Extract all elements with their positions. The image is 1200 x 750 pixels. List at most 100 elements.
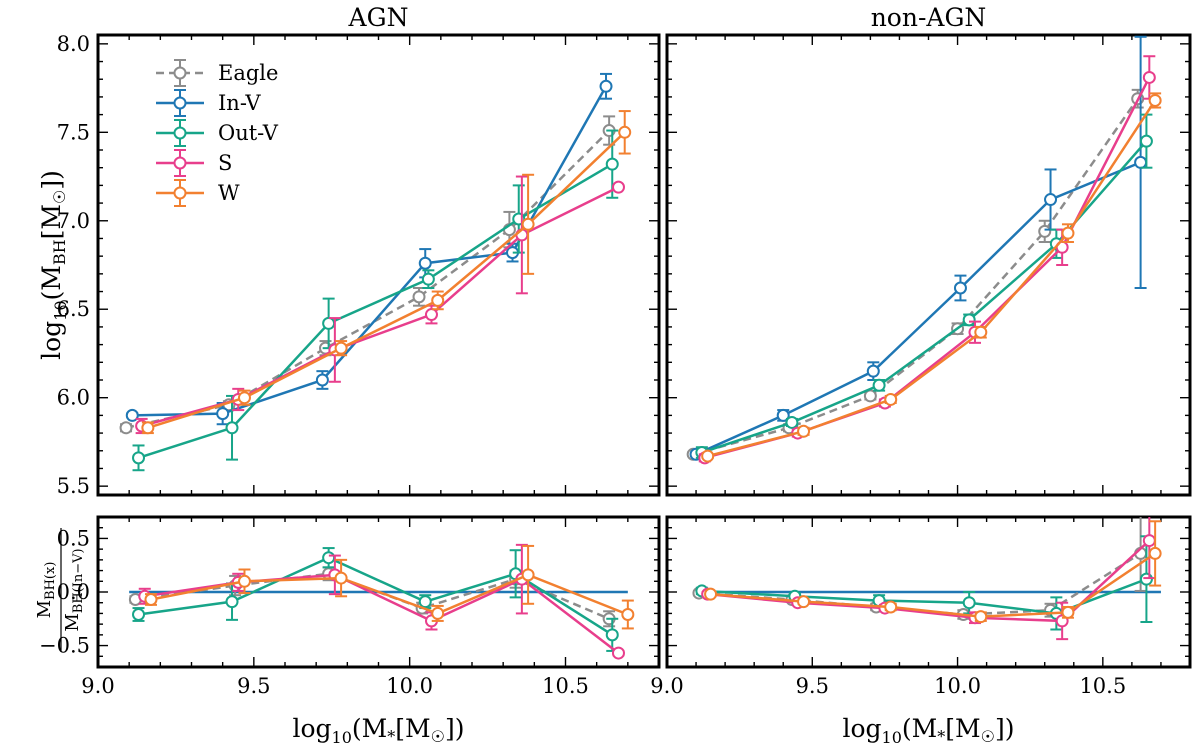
series-line [710, 552, 1156, 618]
data-point [704, 587, 718, 601]
series-line [147, 131, 626, 429]
x-tick-label: 10.5 [1079, 674, 1126, 698]
legend-item-w: W [156, 179, 240, 207]
data-point [418, 595, 432, 609]
series-s [701, 517, 1156, 641]
data-point [1038, 224, 1052, 238]
data-point [618, 125, 632, 139]
data-point [132, 451, 146, 465]
series-s [135, 175, 625, 435]
y-tick-label: 7.0 [57, 209, 90, 233]
data-point [141, 421, 155, 435]
legend-marker [173, 156, 187, 170]
series-out-v [132, 547, 619, 652]
data-point [797, 424, 811, 438]
panel-agn-ratio: 9.0 9.5 10.0 10.5 −0.5 0.0 0.5 MBH(x)MBH(In−V) l… [34, 515, 661, 747]
data-point [797, 595, 811, 609]
y-tick-label: 6.5 [57, 297, 90, 321]
series-in-v [689, 35, 1148, 461]
panel-nonagn-main: non-AGN [665, 3, 1192, 497]
axes-frame [665, 33, 1192, 497]
data-point [1142, 70, 1156, 84]
series-out-v [132, 129, 619, 472]
ratio-label-denominator: MBH(In−V) [62, 548, 86, 631]
series-line [695, 161, 1142, 456]
x-axis-label: log10(M*[M☉]) [842, 714, 1014, 747]
data-point [974, 610, 988, 624]
y-tick-label: 0.0 [57, 580, 90, 604]
data-point [872, 378, 886, 392]
series-in-v [125, 72, 613, 426]
series-line [692, 97, 1139, 456]
legend-label: Out-V [218, 121, 279, 145]
series-line [150, 573, 629, 616]
data-point [225, 421, 239, 435]
legend-label: S [218, 151, 232, 175]
legend: Eagle In-V Out-V SW [156, 59, 279, 207]
legend-item-out-v: Out-V [156, 119, 279, 147]
data-point [884, 392, 898, 406]
data-point [1142, 534, 1156, 548]
legend-marker [173, 66, 187, 80]
data-point [785, 415, 799, 429]
data-point [216, 407, 230, 421]
series-line [141, 186, 620, 428]
legend-item-in-v: In-V [156, 89, 261, 117]
y-tick-label: 6.0 [57, 386, 90, 410]
data-point [424, 308, 438, 322]
x-tick-label: 10.5 [542, 674, 589, 698]
data-point [974, 325, 988, 339]
data-point [315, 373, 329, 387]
series-s [138, 543, 625, 660]
y-tick-label: 8.0 [57, 32, 90, 56]
data-point [322, 551, 336, 565]
data-point [1134, 155, 1148, 169]
ratio-label-numerator: MBH(x) [34, 562, 58, 619]
data-point [431, 293, 445, 307]
data-point [953, 281, 967, 295]
series-line [707, 99, 1157, 458]
panel-agn-main: 5.5 6.0 6.5 7.0 7.5 8.0 AGN log10(MBH[M☉]) Eagle… [37, 3, 661, 498]
data-point [1061, 605, 1075, 619]
legend-label: In-V [218, 91, 261, 115]
legend-marker [173, 126, 187, 140]
data-point [1061, 226, 1075, 240]
data-point [611, 646, 625, 660]
series-w [704, 520, 1162, 624]
series-line [125, 129, 611, 429]
data-point [1148, 93, 1162, 107]
y-tick-label: 7.5 [57, 120, 90, 144]
data-point [701, 449, 715, 463]
series-eagle [686, 88, 1145, 461]
series-line [138, 556, 613, 636]
series-line [135, 572, 610, 620]
series-line [132, 85, 608, 417]
data-point [144, 593, 158, 606]
legend-marker [173, 186, 187, 200]
data-point [334, 571, 348, 585]
data-point [421, 272, 435, 286]
data-point [605, 628, 619, 642]
series-line [138, 163, 613, 460]
data-point [962, 596, 976, 610]
data-point [119, 421, 133, 435]
x-tick-label: 10.0 [934, 674, 981, 698]
panel-title: AGN [348, 3, 409, 32]
legend-marker [173, 96, 187, 110]
data-point [418, 256, 432, 270]
legend-label: Eagle [218, 61, 278, 85]
data-point [132, 608, 146, 621]
x-tick-label: 9.0 [81, 674, 114, 698]
y-tick-label: −0.5 [39, 634, 90, 658]
y-tick-label: 5.5 [57, 474, 90, 498]
x-tick-label: 10.0 [386, 674, 433, 698]
data-point [237, 391, 251, 405]
series-line [704, 76, 1151, 460]
data-point [1139, 134, 1153, 148]
series-out-v [695, 535, 1153, 631]
data-point [521, 568, 535, 582]
data-point [611, 180, 625, 194]
x-tick-label: 9.5 [237, 674, 270, 698]
data-point [599, 79, 613, 93]
